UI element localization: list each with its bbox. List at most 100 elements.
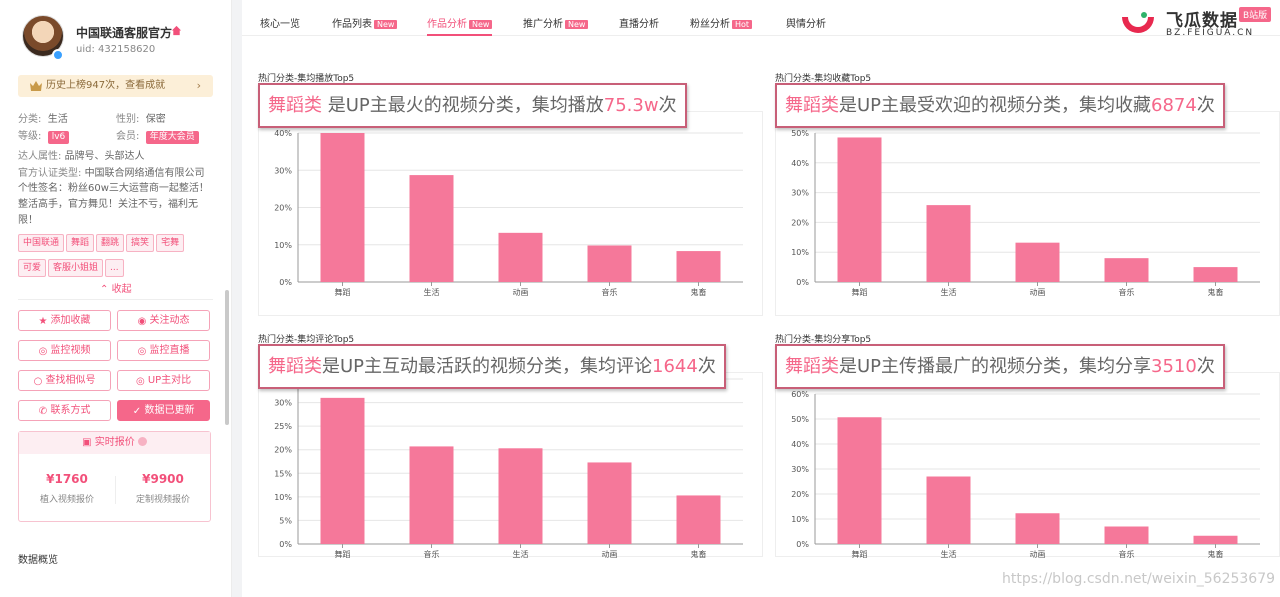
tab-work-list[interactable]: 作品列表 New <box>332 15 398 36</box>
find-similar-button[interactable]: ○ 查找相似号 <box>18 370 111 391</box>
history-text: 历史上榜947次，查看成就 <box>46 80 166 91</box>
add-favorite-button[interactable]: ★ 添加收藏 <box>18 310 111 331</box>
bar-chart: 0% 10% 20% 30% 40% 50% 60% 舞蹈 生活 动画 音乐 鬼畜 <box>791 390 1260 559</box>
bar <box>320 133 365 282</box>
y-tick-label: 0% <box>279 540 292 549</box>
tag-item[interactable]: 翻跳 <box>96 234 125 252</box>
x-tick-label: 舞蹈 <box>852 287 868 297</box>
y-tick-label: 40% <box>791 440 809 449</box>
x-tick-label: 音乐 <box>1119 549 1135 559</box>
tag-item[interactable]: 客服小姐姐 <box>48 259 104 277</box>
avatar[interactable] <box>22 15 64 57</box>
contact-button[interactable]: ✆ 联系方式 <box>18 400 111 421</box>
main-content: 核心一览 作品列表 New 作品分析 New 推广分析 New 直播分析 粉丝分析 Ho… <box>242 0 1280 597</box>
follow-updates-button[interactable]: ◉ 关注动态 <box>117 310 210 331</box>
x-tick-label: 动画 <box>602 549 618 559</box>
bar <box>587 462 632 544</box>
x-tick-label: 舞蹈 <box>335 287 351 297</box>
monitor-icon: ◎ <box>137 346 147 357</box>
y-tick-label: 10% <box>791 248 809 257</box>
x-tick-label: 生活 <box>424 287 440 297</box>
divider <box>115 476 116 504</box>
data-updated-button[interactable]: ✓ 数据已更新 <box>117 400 210 421</box>
tag-item[interactable]: 舞蹈 <box>66 234 95 252</box>
chart-panel-plays: 热门分类-集均播放Top5 舞蹈类 是UP主最火的视频分类，集均播放75.3w次… <box>258 71 763 316</box>
tag-item[interactable]: 宅舞 <box>156 234 185 252</box>
tag-item[interactable]: 可爱 <box>18 259 47 277</box>
x-tick-label: 动画 <box>513 287 529 297</box>
tag-item[interactable]: 搞笑 <box>126 234 155 252</box>
chart-panel-comments: 热门分类-集均评论Top5 舞蹈类是UP主互动最活跃的视频分类，集均评论1644… <box>258 332 763 575</box>
collapse-tags-button[interactable]: ⌃ 收起 <box>100 284 132 295</box>
y-tick-label: 20% <box>791 490 809 499</box>
y-tick-label: 20% <box>791 218 809 227</box>
profile-uid: uid: 432158620 <box>76 44 156 55</box>
tab-core-overview[interactable]: 核心一览 <box>260 19 300 30</box>
edition-badge: B站版 <box>1239 7 1272 22</box>
y-tick-label: 15% <box>274 469 292 478</box>
tab-sentiment-analysis[interactable]: 舆情分析 <box>786 19 826 30</box>
insight-callout: 舞蹈类 是UP主最火的视频分类，集均播放75.3w次 <box>258 83 687 128</box>
attribute-field: 达人属性: 品牌号、头部达人 <box>18 151 145 162</box>
tab-work-analysis[interactable]: 作品分析 New <box>427 15 493 36</box>
tab-live-analysis[interactable]: 直播分析 <box>619 19 659 30</box>
bar <box>587 245 632 282</box>
y-tick-label: 30% <box>791 465 809 474</box>
x-tick-label: 音乐 <box>424 549 440 559</box>
eye-icon: ◉ <box>137 316 147 327</box>
bar <box>1193 267 1238 282</box>
chart-panel-favorites: 热门分类-集均收藏Top5 舞蹈类是UP主最受欢迎的视频分类，集均收藏6874次… <box>775 71 1280 316</box>
y-tick-label: 25% <box>274 422 292 431</box>
sidebar-scrollbar[interactable] <box>225 290 229 425</box>
home-icon[interactable] <box>171 25 182 36</box>
bar <box>676 495 721 544</box>
certification-field: 官方认证类型: 中国联合网络通信有限公司 <box>18 168 205 179</box>
bar <box>498 232 543 282</box>
x-tick-label: 音乐 <box>602 287 618 297</box>
y-tick-label: 60% <box>791 390 809 399</box>
bar <box>926 476 971 544</box>
history-achievements-link[interactable]: 历史上榜947次，查看成就 › <box>18 75 213 97</box>
monitor-live-button[interactable]: ◎ 监控直播 <box>117 340 210 361</box>
tag-list: 中国联通 舞蹈 翻跳 搞笑 宅舞 可爱 客服小姐姐... <box>18 230 213 280</box>
tag-item[interactable]: 中国联通 <box>18 234 65 252</box>
y-tick-label: 50% <box>791 415 809 424</box>
insight-callout: 舞蹈类是UP主互动最活跃的视频分类，集均评论1644次 <box>258 344 726 389</box>
tab-promotion-analysis[interactable]: 推广分析 New <box>523 15 589 36</box>
check-icon: ✓ <box>132 406 142 417</box>
bar <box>676 251 721 282</box>
chevron-up-icon: ⌃ <box>100 284 109 295</box>
y-tick-label: 30% <box>791 189 809 198</box>
divider <box>18 299 213 300</box>
panel-title: 热门分类-集均评论Top5 <box>258 335 355 345</box>
signature-text: 个性签名：粉丝60w三大运营商一起整活！整活高手，官方舞见！关注不亏，福利无限！ <box>18 183 209 226</box>
x-tick-label: 鬼畜 <box>1208 287 1224 297</box>
x-tick-label: 鬼畜 <box>691 549 707 559</box>
x-tick-label: 舞蹈 <box>852 549 868 559</box>
level-field: 等级: lv6 <box>18 127 70 144</box>
gender-field: 性别: 保密 <box>116 114 166 125</box>
y-tick-label: 5% <box>279 516 292 525</box>
help-icon[interactable] <box>137 437 147 446</box>
monitor-video-button[interactable]: ◎ 监控视频 <box>18 340 111 361</box>
y-tick-label: 10% <box>791 515 809 524</box>
phone-icon: ✆ <box>38 406 48 417</box>
tab-fan-analysis[interactable]: 粉丝分析 Hot <box>690 15 753 36</box>
bar <box>1015 513 1060 544</box>
embed-price: ¥1760 植入视频报价 <box>39 472 94 505</box>
y-tick-label: 50% <box>791 129 809 138</box>
member-badge: 年度大会员 <box>145 131 199 144</box>
pricing-header: ▣ 实时报价 <box>19 432 210 454</box>
bar <box>409 446 454 544</box>
member-field: 会员: 年度大会员 <box>116 127 199 144</box>
logo-domain: BZ.FEIGUA.CN <box>1166 28 1255 38</box>
verified-icon <box>52 49 64 61</box>
bar <box>1104 526 1149 544</box>
x-tick-label: 动画 <box>1030 287 1046 297</box>
panel-title: 热门分类-集均分享Top5 <box>775 335 872 345</box>
x-tick-label: 生活 <box>941 549 957 559</box>
tag-more[interactable]: ... <box>105 259 124 277</box>
compare-up-button[interactable]: ◎ UP主对比 <box>117 370 210 391</box>
search-icon: ○ <box>33 376 43 387</box>
bar <box>1104 258 1149 282</box>
